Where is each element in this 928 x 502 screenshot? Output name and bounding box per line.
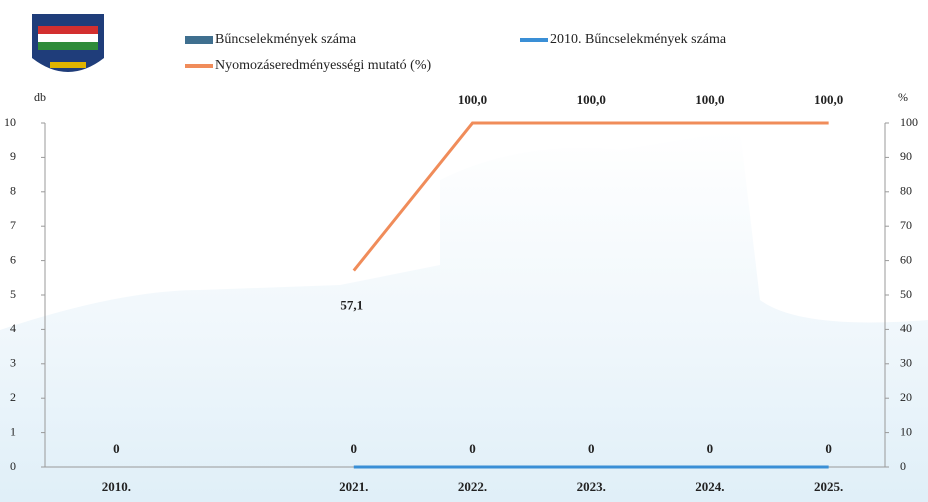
data-label: 0 [707, 441, 714, 456]
logo [32, 14, 104, 72]
y-axis-label: db [34, 90, 46, 104]
y2-tick-label: 40 [900, 321, 912, 335]
data-label: 100,0 [814, 92, 843, 107]
y2-axis-label: % [898, 90, 908, 104]
legend-label: Bűncselekmények száma [215, 32, 357, 47]
y2-tick-label: 50 [900, 287, 912, 301]
legend-label: Nyomozáseredményességi mutató (%) [215, 58, 431, 73]
y-tick-label: 2 [10, 390, 16, 404]
data-label: 0 [351, 441, 358, 456]
legend-swatch [185, 36, 213, 44]
data-label: 100,0 [695, 92, 724, 107]
x-tick-label: 2025. [814, 479, 843, 494]
legend-label: 2010. Bűncselekmények száma [550, 32, 727, 47]
y-tick-label: 8 [10, 184, 16, 198]
y2-tick-label: 100 [900, 115, 918, 129]
x-tick-label: 2021. [339, 479, 368, 494]
y-tick-label: 7 [10, 218, 16, 232]
y-tick-label: 0 [10, 459, 16, 473]
data-label: 0 [113, 441, 120, 456]
y-tick-label: 3 [10, 356, 16, 370]
data-label: 0 [469, 441, 476, 456]
y2-tick-label: 30 [900, 356, 912, 370]
x-tick-label: 2022. [458, 479, 487, 494]
y2-tick-label: 20 [900, 390, 912, 404]
y-tick-label: 5 [10, 287, 16, 301]
x-tick-label: 2024. [695, 479, 724, 494]
y2-tick-label: 60 [900, 252, 912, 266]
data-label: 57,1 [340, 298, 363, 313]
data-label: 100,0 [577, 92, 606, 107]
y-tick-label: 9 [10, 149, 16, 163]
chart: db%0123456789100102030405060708090100201… [0, 0, 928, 502]
y2-tick-label: 80 [900, 184, 912, 198]
x-tick-label: 2010. [102, 479, 131, 494]
y-tick-label: 1 [10, 424, 16, 438]
y2-tick-label: 0 [900, 459, 906, 473]
x-tick-label: 2023. [577, 479, 606, 494]
y-tick-label: 6 [10, 252, 16, 266]
y2-tick-label: 10 [900, 424, 912, 438]
y2-tick-label: 90 [900, 149, 912, 163]
y-tick-label: 10 [4, 115, 16, 129]
y-tick-label: 4 [10, 321, 16, 335]
y2-tick-label: 70 [900, 218, 912, 232]
data-label: 100,0 [458, 92, 487, 107]
data-label: 0 [588, 441, 595, 456]
data-label: 0 [825, 441, 832, 456]
